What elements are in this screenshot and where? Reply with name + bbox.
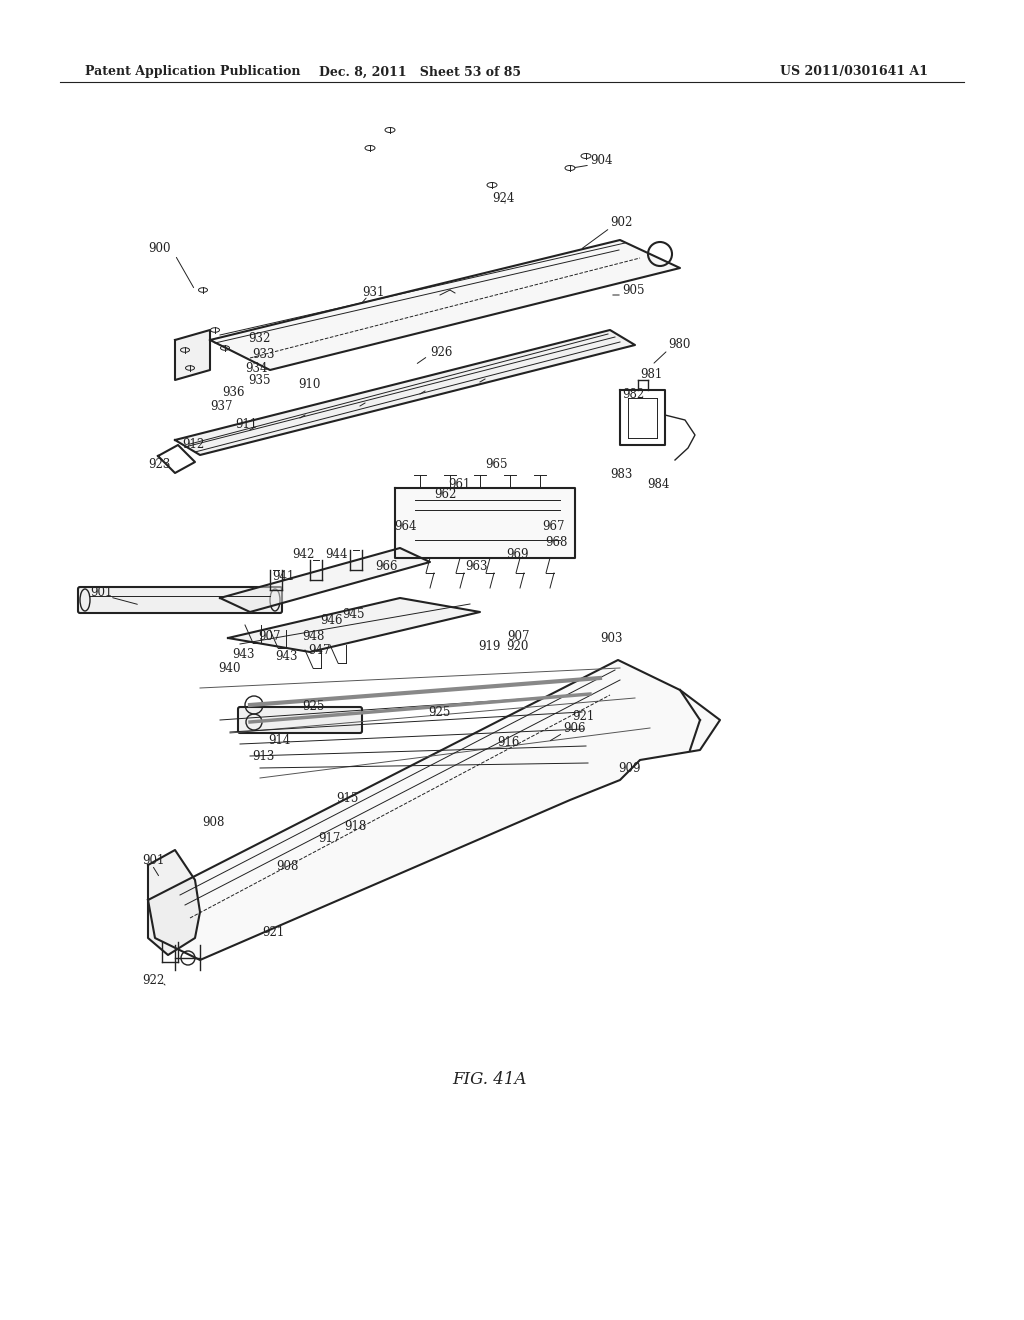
Text: 905: 905	[622, 284, 644, 297]
Text: 911: 911	[234, 418, 257, 432]
Polygon shape	[228, 598, 480, 652]
Text: 925: 925	[428, 705, 451, 718]
Text: 915: 915	[336, 792, 358, 804]
Text: 969: 969	[506, 549, 528, 561]
Text: 921: 921	[262, 925, 285, 939]
Text: 942: 942	[292, 549, 314, 561]
Text: 908: 908	[276, 861, 298, 874]
Text: 941: 941	[272, 570, 294, 583]
Text: 908: 908	[202, 816, 224, 829]
Polygon shape	[210, 240, 680, 370]
Text: 937: 937	[210, 400, 232, 412]
Text: 940: 940	[218, 661, 241, 675]
Text: 921: 921	[572, 710, 594, 722]
Text: 920: 920	[506, 639, 528, 652]
Text: 931: 931	[362, 285, 384, 298]
Polygon shape	[175, 330, 635, 455]
Text: 901: 901	[90, 586, 113, 598]
Text: 922: 922	[142, 974, 164, 986]
Text: 906: 906	[563, 722, 586, 734]
Text: 913: 913	[252, 750, 274, 763]
Text: 961: 961	[449, 479, 470, 491]
Text: 982: 982	[622, 388, 644, 401]
Text: 900: 900	[148, 242, 171, 255]
Text: 968: 968	[545, 536, 567, 549]
Text: Dec. 8, 2011   Sheet 53 of 85: Dec. 8, 2011 Sheet 53 of 85	[319, 66, 521, 78]
Text: 948: 948	[302, 630, 325, 643]
Text: Patent Application Publication: Patent Application Publication	[85, 66, 300, 78]
Text: 916: 916	[497, 737, 519, 750]
Text: 907: 907	[258, 630, 281, 643]
Text: 925: 925	[302, 701, 325, 714]
Text: 919: 919	[478, 639, 501, 652]
Text: 967: 967	[542, 520, 564, 533]
Text: 945: 945	[342, 607, 365, 620]
Text: 909: 909	[618, 762, 640, 775]
Text: 910: 910	[298, 378, 321, 391]
Polygon shape	[148, 660, 720, 960]
Text: 917: 917	[318, 832, 340, 845]
Text: 943: 943	[275, 651, 298, 664]
Text: 923: 923	[148, 458, 170, 471]
Text: 935: 935	[248, 374, 270, 387]
Text: 902: 902	[610, 215, 633, 228]
Text: 904: 904	[590, 153, 612, 166]
Text: 947: 947	[308, 644, 331, 656]
Text: 934: 934	[245, 362, 267, 375]
Text: 933: 933	[252, 347, 274, 360]
Text: 965: 965	[485, 458, 508, 471]
Text: 907: 907	[507, 630, 529, 643]
Text: 936: 936	[222, 385, 245, 399]
FancyBboxPatch shape	[238, 708, 362, 733]
Text: 962: 962	[434, 488, 457, 502]
Text: 981: 981	[640, 368, 663, 381]
Polygon shape	[395, 488, 575, 558]
Text: 903: 903	[600, 631, 623, 644]
Text: 983: 983	[610, 469, 633, 482]
Text: 901: 901	[142, 854, 165, 866]
Text: 932: 932	[248, 331, 270, 345]
Text: 914: 914	[268, 734, 291, 747]
Text: 918: 918	[344, 820, 367, 833]
Text: FIG. 41A: FIG. 41A	[453, 1072, 527, 1089]
Polygon shape	[175, 330, 210, 380]
Text: 946: 946	[319, 614, 342, 627]
Polygon shape	[148, 850, 200, 954]
Text: 943: 943	[232, 648, 255, 661]
Text: 984: 984	[647, 479, 670, 491]
Text: 980: 980	[668, 338, 690, 351]
Text: 963: 963	[465, 560, 487, 573]
Polygon shape	[220, 548, 430, 612]
Text: 944: 944	[325, 549, 347, 561]
Text: 912: 912	[182, 438, 204, 451]
Text: US 2011/0301641 A1: US 2011/0301641 A1	[780, 66, 928, 78]
Text: 966: 966	[375, 560, 397, 573]
Text: 926: 926	[430, 346, 453, 359]
FancyBboxPatch shape	[78, 587, 282, 612]
Text: 964: 964	[394, 520, 417, 532]
Text: 924: 924	[492, 191, 514, 205]
